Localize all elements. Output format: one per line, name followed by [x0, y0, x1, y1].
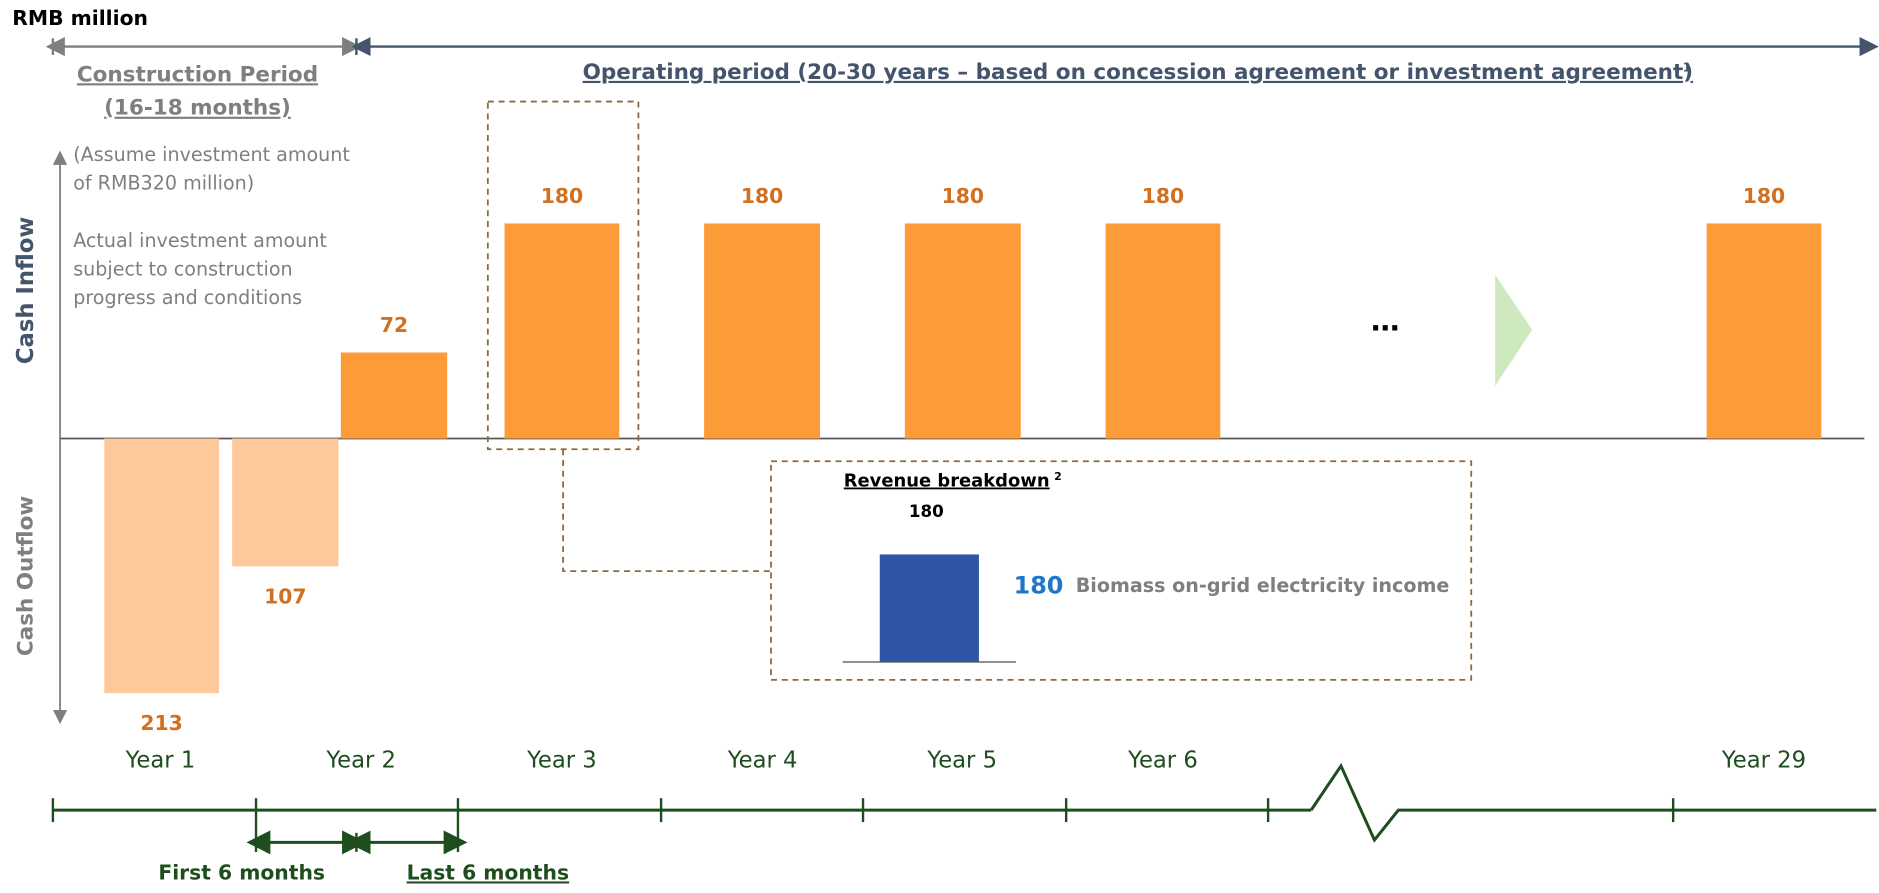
- continue-arrow: [1495, 274, 1533, 386]
- breakdown-box: [770, 460, 1473, 681]
- inflow-bar: [704, 223, 821, 439]
- x-tick-label: Year 5: [926, 748, 997, 774]
- value-label: 180: [741, 184, 783, 208]
- half-label: Last 6 months: [407, 860, 569, 884]
- construction-duration: (16-18 months): [104, 96, 291, 121]
- breakdown-value: 180: [1014, 572, 1064, 600]
- unit-title: RMB million: [12, 6, 148, 30]
- inflow-bar: [904, 223, 1021, 439]
- note: (Assume investment amount: [73, 143, 350, 166]
- note: progress and conditions: [73, 286, 302, 309]
- x-tick-label: Year 2: [325, 748, 396, 774]
- operating-label: Operating period (20-30 years – based on…: [583, 60, 1694, 85]
- value-label: 107: [264, 584, 306, 608]
- outflow-label: Cash Outflow: [14, 496, 39, 656]
- value-label: 213: [140, 711, 182, 735]
- value-label: 180: [1743, 184, 1785, 208]
- inflow-bar: [504, 223, 620, 439]
- note: subject to construction: [73, 258, 292, 281]
- value-label: 180: [541, 184, 583, 208]
- outflow-bar: [104, 438, 219, 694]
- inflow-bar: [1105, 223, 1221, 439]
- breakdown-item: Biomass on-grid electricity income: [1076, 574, 1450, 597]
- value-label: 72: [380, 313, 408, 337]
- inflow-label: Cash Inflow: [13, 217, 39, 365]
- connector: [562, 449, 772, 573]
- note: of RMB320 million): [73, 172, 254, 195]
- x-tick-label: Year 4: [727, 748, 798, 774]
- construction-label: Construction Period: [77, 62, 318, 87]
- breakdown-bar: [879, 554, 979, 662]
- x-tick-label: Year 6: [1127, 748, 1198, 774]
- value-label: 180: [942, 184, 984, 208]
- x-tick-label: Year 3: [526, 748, 597, 774]
- x-tick-label: Year 29: [1721, 748, 1806, 774]
- inflow-bar: [340, 352, 448, 439]
- breakdown-title: Revenue breakdown: [844, 471, 1050, 492]
- footnote-mark: 1: [1683, 61, 1691, 75]
- timeline-break: [1309, 762, 1877, 843]
- x-tick-label: Year 1: [125, 748, 196, 774]
- ellipsis: …: [1371, 304, 1400, 338]
- breakdown-total: 180: [909, 501, 944, 521]
- footnote-mark: 2: [1054, 470, 1061, 483]
- outflow-bar: [232, 438, 339, 567]
- half-label: First 6 months: [158, 860, 325, 884]
- value-label: 180: [1142, 184, 1184, 208]
- inflow-bar: [1706, 223, 1822, 439]
- note: Actual investment amount: [73, 229, 327, 252]
